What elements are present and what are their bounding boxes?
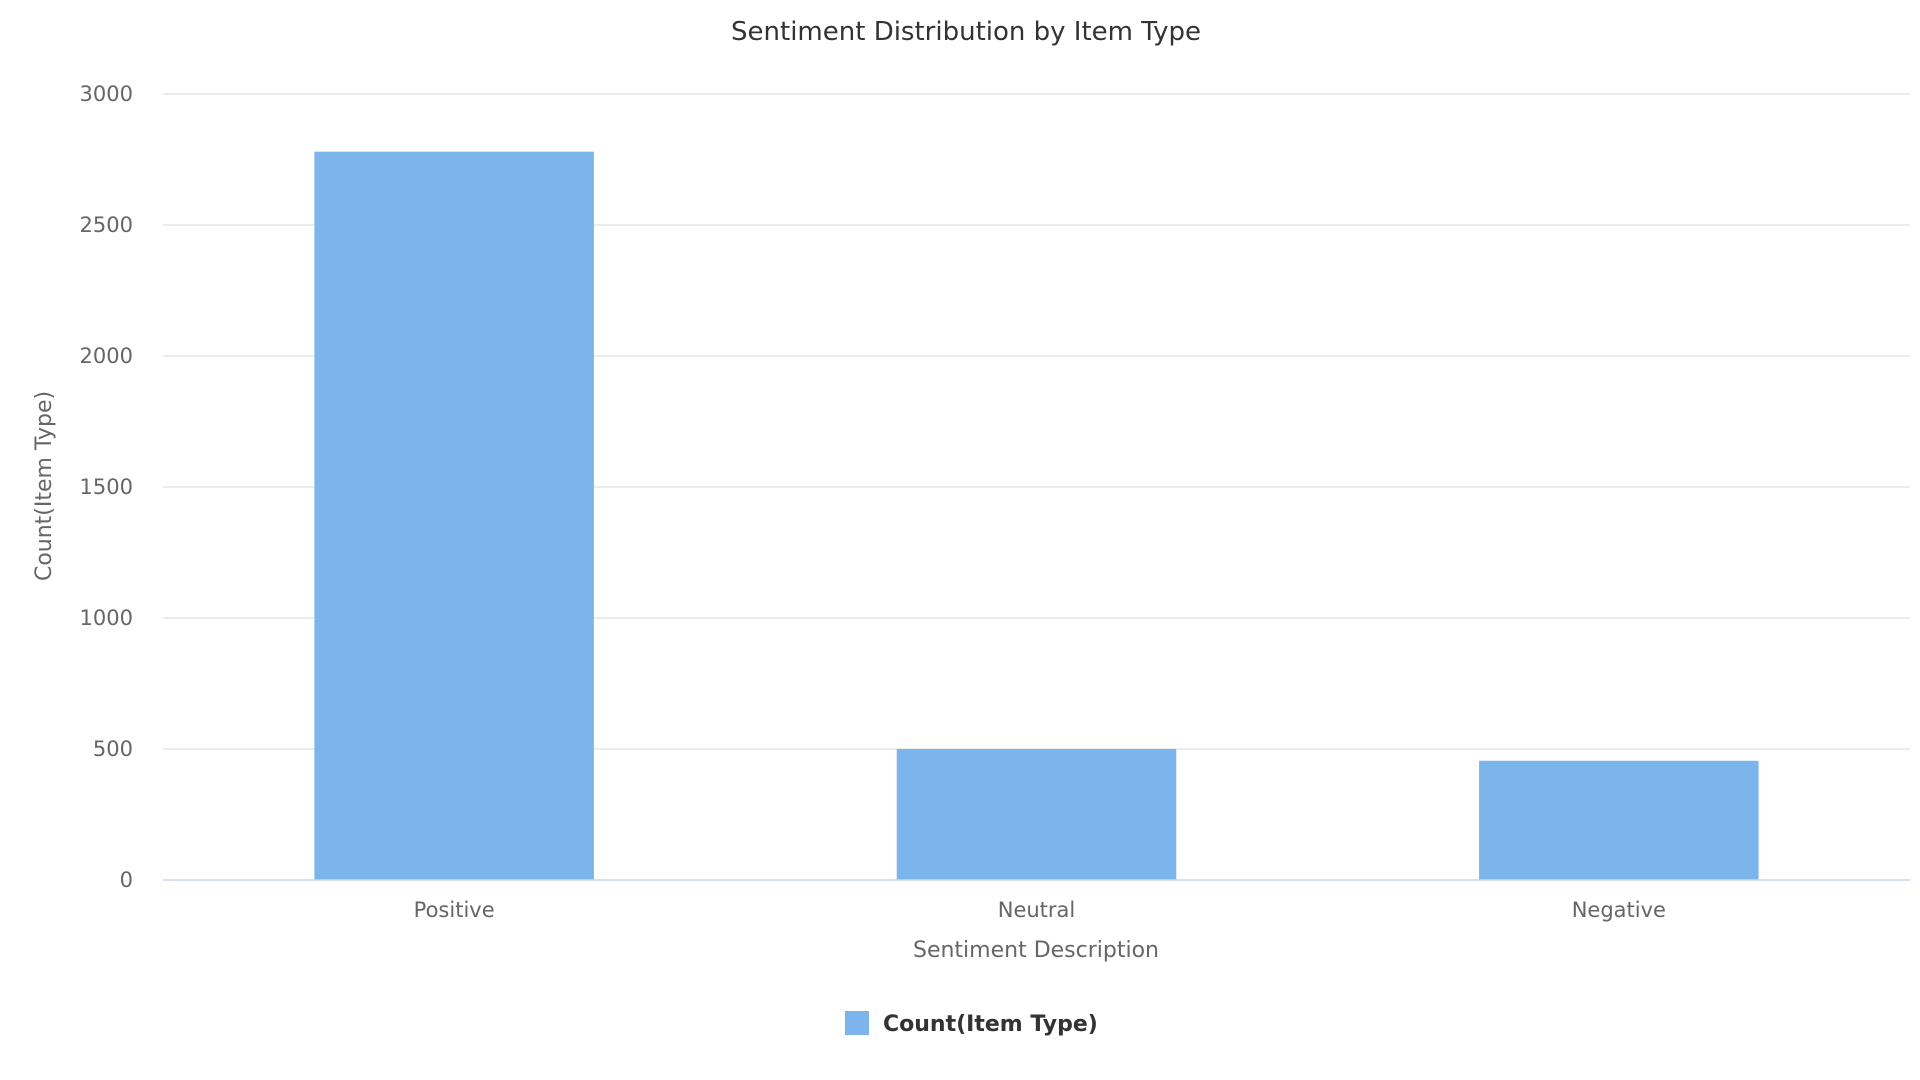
y-tick-label: 0 (120, 868, 133, 892)
y-tick-label: 1500 (80, 475, 133, 499)
y-tick-label: 2500 (80, 213, 133, 237)
y-axis-ticks: 0 500 1000 1500 2000 2500 3000 (80, 82, 133, 892)
y-tick-label: 3000 (80, 82, 133, 106)
x-tick-label: Negative (1572, 898, 1666, 922)
x-axis-title: Sentiment Description (913, 938, 1159, 963)
legend[interactable]: Count(Item Type) (845, 1011, 1098, 1037)
legend-swatch[interactable] (845, 1011, 869, 1035)
y-tick-label: 1000 (80, 606, 133, 630)
y-tick-label: 2000 (80, 344, 133, 368)
bar-positive[interactable] (314, 151, 594, 880)
bar-neutral[interactable] (896, 749, 1177, 880)
bar-series (314, 151, 1759, 880)
bar-negative[interactable] (1479, 760, 1759, 880)
x-tick-label: Positive (414, 898, 495, 922)
x-axis-ticks: Positive Neutral Negative (414, 898, 1666, 922)
chart-title: Sentiment Distribution by Item Type (731, 17, 1201, 47)
y-axis-title: Count(Item Type) (32, 391, 57, 581)
legend-label[interactable]: Count(Item Type) (883, 1012, 1098, 1037)
x-tick-label: Neutral (998, 898, 1076, 922)
y-tick-label: 500 (93, 737, 133, 761)
